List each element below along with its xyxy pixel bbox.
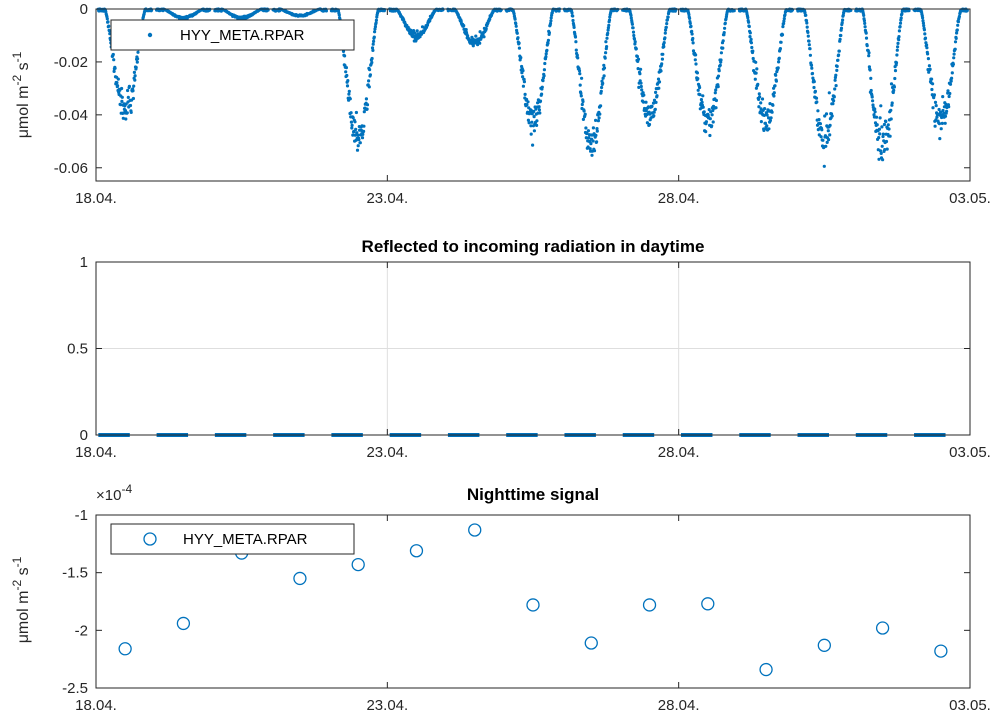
- axes-box: [95, 8, 971, 182]
- y-tick-label: 0: [80, 1, 88, 18]
- y-tick-label: 1: [80, 254, 88, 271]
- legend-box: [110, 19, 355, 51]
- y-tick-label: -2: [75, 622, 88, 639]
- legend-box: [110, 523, 355, 555]
- nighttime-point: [468, 523, 482, 537]
- y-tick-label: -0.02: [54, 54, 88, 71]
- legend-label: HYY_META.RPAR: [180, 27, 305, 44]
- legend: HYY_META.RPAR: [110, 523, 355, 555]
- x-tick-label: 03.05.: [949, 697, 991, 714]
- x-tick-label: 28.04.: [658, 697, 700, 714]
- y-tick-label: -0.04: [54, 107, 88, 124]
- axes-box: [95, 514, 971, 689]
- grid-lines: [96, 262, 970, 435]
- x-tick-label: 03.05.: [949, 190, 991, 207]
- y-tick-label: -2.5: [62, 680, 88, 697]
- y-axis-label: μmol m-2 s-1: [10, 51, 32, 138]
- x-tick-label: 28.04.: [658, 444, 700, 461]
- x-tick-label: 18.04.: [75, 190, 117, 207]
- x-ticks: 18.04. 23.04. 28.04. 03.05.: [75, 9, 991, 207]
- nighttime-point: [642, 598, 657, 612]
- legend-marker: [147, 32, 153, 38]
- nighttime-point: [584, 636, 598, 650]
- chart-title: Nighttime signal: [467, 485, 599, 504]
- chart-title: Reflected to incoming radiation in dayti…: [362, 237, 705, 256]
- y-tick-label: -1: [75, 507, 88, 524]
- chart-top-rpar: 0 -0.02 -0.04 -0.06 18.04. 23.04. 28.04. 03.05…: [10, 1, 991, 207]
- x-tick-label: 18.04.: [75, 697, 117, 714]
- nighttime-point: [701, 597, 715, 611]
- nighttime-point: [875, 621, 890, 635]
- nighttime-point: [176, 616, 191, 631]
- x-tick-label: 23.04.: [366, 444, 408, 461]
- nighttime-point: [118, 642, 132, 656]
- nighttime-point: [759, 662, 773, 677]
- y-tick-label: 0.5: [67, 341, 88, 358]
- x-tick-label: 03.05.: [949, 444, 991, 461]
- nighttime-point: [817, 638, 831, 652]
- x-ticks: 18.04. 23.04. 28.04. 03.05.: [75, 262, 991, 461]
- legend: HYY_META.RPAR: [110, 19, 355, 51]
- nighttime-point: [934, 644, 948, 658]
- x-tick-label: 23.04.: [366, 190, 408, 207]
- y-tick-label: -0.06: [54, 160, 88, 177]
- legend-marker: [143, 532, 157, 546]
- y-axis-label: μmol m-2 s-1: [10, 556, 32, 643]
- nighttime-scatter-marks: [118, 523, 948, 677]
- y-tick-label: 0: [80, 427, 88, 444]
- exponent-label: ×10-4: [96, 482, 132, 504]
- legend-label: HYY_META.RPAR: [183, 531, 308, 548]
- chart-middle-ratio: 0 0.5 1 18.04. 23.04. 28.04. 03.05. Reflected…: [67, 237, 991, 461]
- nighttime-point: [409, 544, 424, 558]
- nighttime-point: [293, 571, 307, 586]
- nighttime-point: [526, 598, 540, 612]
- y-ticks: 0 -0.02 -0.04 -0.06: [54, 1, 970, 177]
- chart-bottom-nighttime: -1 -1.5 -2 -2.5 18.04. 23.04. 28.04. 03.05. Ni…: [10, 482, 991, 714]
- nighttime-point: [351, 557, 365, 572]
- x-tick-label: 28.04.: [658, 190, 700, 207]
- x-tick-label: 18.04.: [75, 444, 117, 461]
- x-tick-label: 23.04.: [366, 697, 408, 714]
- y-tick-label: -1.5: [62, 565, 88, 582]
- axes-box: [95, 261, 971, 436]
